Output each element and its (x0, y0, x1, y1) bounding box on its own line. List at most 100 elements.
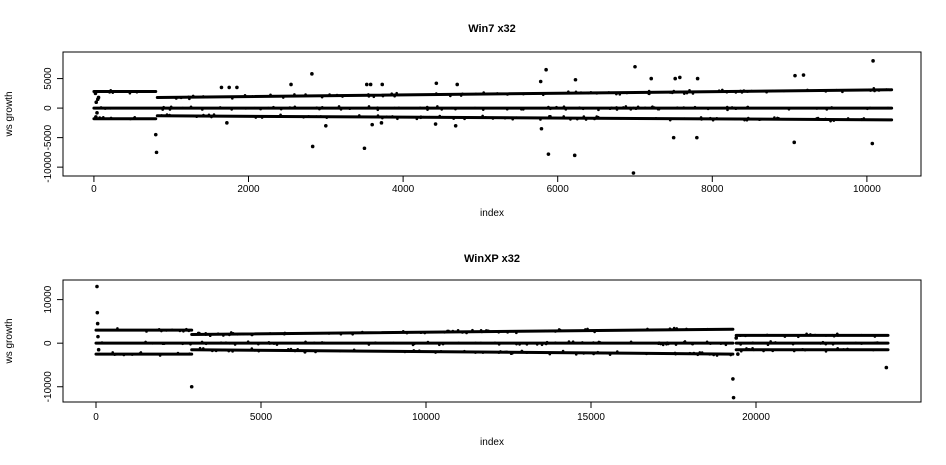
data-point (692, 351, 696, 355)
data-point (829, 119, 832, 123)
data-point (745, 347, 748, 350)
data-point (592, 341, 595, 344)
data-point (571, 340, 575, 343)
data-point (712, 353, 715, 357)
chart-title: Win7 x32 (468, 23, 516, 35)
data-point (165, 113, 169, 116)
data-point (736, 334, 739, 337)
y-axis-label: ws growth (4, 91, 15, 137)
data-point (735, 348, 738, 352)
data-point (636, 105, 640, 109)
data-point (201, 95, 205, 98)
data-point (688, 351, 692, 355)
y-tick-label: 5000 (43, 67, 54, 90)
data-point (608, 107, 612, 111)
data-point (836, 346, 839, 350)
data-point (634, 107, 638, 111)
data-point (676, 106, 679, 109)
y-tick-label: 0 (43, 340, 54, 346)
data-point (631, 171, 636, 175)
data-point (622, 106, 625, 109)
data-point (109, 116, 113, 120)
data-point (319, 115, 323, 118)
data-point (645, 352, 648, 356)
data-point (872, 348, 875, 352)
data-point (869, 89, 872, 92)
data-point (101, 115, 105, 119)
data-point (572, 153, 577, 158)
data-point (286, 348, 290, 351)
data-point (161, 108, 165, 111)
data-point (293, 93, 296, 96)
data-point (649, 76, 654, 81)
data-point (437, 343, 441, 347)
data-point (587, 91, 590, 95)
data-point (441, 342, 445, 346)
data-point (673, 351, 677, 355)
data-point (793, 73, 797, 78)
data-point (160, 329, 163, 333)
data-point (459, 94, 463, 97)
data-point (647, 92, 651, 96)
data-point (769, 340, 772, 343)
data-point (706, 107, 710, 111)
data-point (428, 115, 431, 119)
data-point (351, 332, 354, 336)
data-point (618, 93, 622, 96)
data-point (463, 117, 466, 121)
data-point (682, 340, 686, 344)
x-tick-label: 20000 (742, 412, 770, 423)
data-point (675, 327, 679, 330)
data-point (746, 90, 749, 93)
data-point (729, 353, 732, 357)
data-point (200, 340, 204, 344)
data-point (731, 377, 735, 381)
data-point (279, 107, 283, 111)
data-point (438, 114, 442, 118)
data-point (578, 106, 581, 110)
data-point (777, 117, 780, 120)
data-point (765, 333, 769, 337)
data-point (370, 115, 374, 119)
data-point (539, 126, 544, 131)
data-point (434, 351, 437, 354)
data-point (866, 107, 869, 111)
data-point (153, 132, 158, 137)
data-point (739, 349, 743, 353)
data-point (544, 67, 548, 72)
data-point (426, 340, 430, 344)
data-point (157, 328, 161, 331)
data-point (682, 92, 686, 95)
data-point (174, 97, 178, 100)
data-point (128, 91, 132, 95)
data-point (506, 93, 509, 96)
data-point (253, 106, 256, 110)
chart-winxp: WinXP x32 0 5000 10000 15000 20000 -10000 0 1000… (4, 253, 922, 448)
data-point (876, 341, 879, 344)
data-point (201, 347, 205, 350)
data-point (691, 92, 695, 95)
x-tick-label: 4000 (392, 184, 415, 195)
data-point (796, 335, 800, 339)
y-tick-label: -10000 (43, 151, 54, 183)
data-point (181, 342, 184, 346)
data-point (535, 343, 539, 346)
data-point (515, 331, 518, 335)
data-point (129, 117, 132, 121)
data-point (711, 118, 715, 122)
x-tick-label: 10000 (853, 184, 881, 195)
data-point (539, 118, 542, 121)
data-point (520, 108, 523, 111)
data-point (525, 343, 529, 346)
data-point (695, 76, 700, 81)
data-point (632, 106, 635, 110)
data-point (337, 105, 341, 108)
data-point (362, 146, 367, 151)
data-point (574, 353, 578, 356)
data-point (376, 106, 379, 109)
data-point (549, 107, 552, 111)
data-point (381, 116, 384, 120)
data-point (155, 328, 159, 332)
data-point (260, 116, 264, 119)
